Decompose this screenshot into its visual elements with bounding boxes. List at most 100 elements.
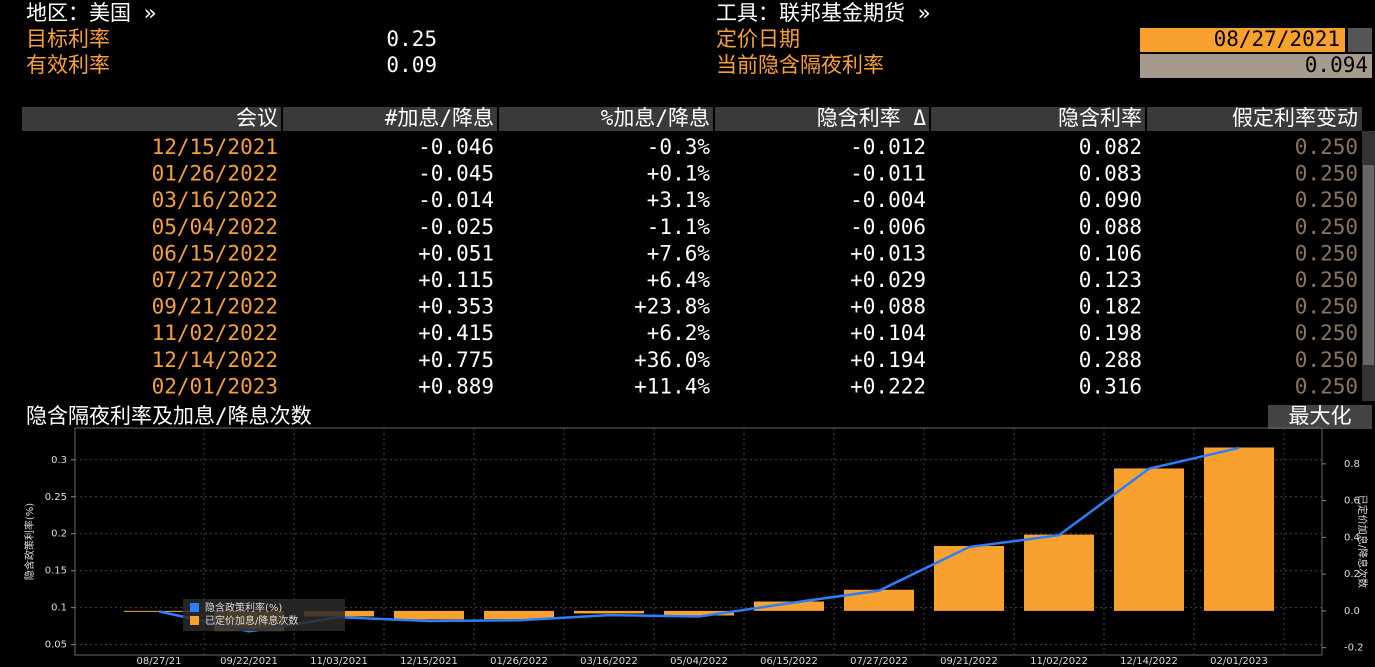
cell: 0.182 [1079,295,1142,319]
cell: -0.025 [418,215,494,239]
cell: +3.1% [647,188,711,212]
legend-box [183,599,345,631]
y2-tick-label: -0.2 [1344,643,1364,654]
cell: 0.250 [1295,188,1358,212]
cell: +0.775 [418,348,494,372]
column-header: 隐含利率 [1058,106,1142,130]
cell: +0.051 [418,241,494,265]
cell: 0.250 [1295,348,1358,372]
x-tick-label: 12/15/2021 [400,656,458,667]
label: 目标利率 [26,27,110,51]
chart-title: 隐含隔夜利率及加息/降息次数 [26,404,312,428]
bar [664,610,734,616]
label: 定价日期 [716,27,800,51]
cell: 0.288 [1079,348,1142,372]
cell: 09/21/2022 [152,295,278,319]
cell: 0.123 [1079,268,1142,292]
cell: +0.222 [850,374,926,398]
cell: +11.4% [634,374,710,398]
y-tick-label: 0.1 [51,603,67,614]
bar [484,610,554,620]
cell: -0.014 [418,188,494,212]
column-header: 隐含利率 Δ [817,106,927,130]
cell: 0.090 [1079,188,1142,212]
cell: +0.104 [850,321,926,345]
region[interactable]: 地区：美国 » [26,1,156,25]
cell: +0.088 [850,295,926,319]
label: 当前隐含隔夜利率 [716,53,884,77]
cell: +0.194 [850,348,926,372]
cell: 0.250 [1295,215,1358,239]
cell: -0.3% [647,135,711,159]
cell: 01/26/2022 [152,162,278,186]
cell: 0.250 [1295,295,1358,319]
y2-tick-label: 0.8 [1344,459,1360,470]
maximize-label[interactable]: 最大化 [1289,404,1352,428]
cell: 0.083 [1079,162,1142,186]
bar [1024,534,1094,611]
cell: 0.088 [1079,215,1142,239]
cell: +0.889 [418,374,494,398]
x-tick-label: 05/04/2022 [670,656,728,667]
cell: 0.250 [1295,135,1358,159]
legend-label: 隐含政策利率(%) [205,601,282,614]
cell: +0.415 [418,321,494,345]
bar [934,546,1004,611]
cell: 0.250 [1295,268,1358,292]
bar [754,601,824,611]
cell: +6.4% [647,268,711,292]
x-tick-label: 03/16/2022 [580,656,638,667]
date-value[interactable]: 08/27/2021 [1214,27,1340,51]
cell: 0.250 [1295,241,1358,265]
x-tick-label: 06/15/2022 [760,656,818,667]
cell: 06/15/2022 [152,241,278,265]
cell: -0.046 [418,135,494,159]
date-field[interactable] [1140,28,1345,52]
cell: +7.6% [647,241,711,265]
cell: +0.013 [850,241,926,265]
scroll-thumb[interactable] [1363,165,1374,365]
y-tick-label: 0.25 [45,492,67,503]
cell: +0.115 [418,268,494,292]
cell: -0.045 [418,162,494,186]
cell: +0.029 [850,268,926,292]
legend-swatch [190,616,199,625]
y2-tick-label: 0.6 [1344,496,1360,507]
calendar-button[interactable] [1348,28,1372,52]
cell: -0.012 [850,135,926,159]
cell: 0.106 [1079,241,1142,265]
y2-tick-label: 0.2 [1344,569,1360,580]
cell: +23.8% [634,295,710,319]
cell: 0.250 [1295,162,1358,186]
cell: 03/16/2022 [152,188,278,212]
cell: -0.006 [850,215,926,239]
bar [1204,447,1274,611]
x-tick-label: 11/03/2021 [310,656,368,667]
cell: 0.082 [1079,135,1142,159]
cell: +36.0% [634,348,710,372]
y2-tick-label: 0.4 [1344,532,1360,543]
y-tick-label: 0.05 [45,640,67,651]
implied-value: 0.094 [1305,53,1368,77]
cell: 02/01/2023 [152,374,278,398]
legend-label: 已定价加息/降息次数 [205,614,298,627]
cell: 12/15/2021 [152,135,278,159]
cell: 05/04/2022 [152,215,278,239]
x-tick-label: 08/27/21 [137,656,182,667]
maximize-button[interactable] [1268,405,1372,429]
cell: 11/02/2022 [152,321,278,345]
cell: 12/14/2022 [152,348,278,372]
column-header: #加息/降息 [385,106,494,130]
cell: +6.2% [647,321,711,345]
table-header-bg [22,107,1362,131]
y2-tick-label: 0.0 [1344,606,1360,617]
label: 有效利率 [26,53,110,77]
instrument[interactable]: 工具：联邦基金期货 » [716,1,930,25]
plot-frame [74,427,1323,656]
x-tick-label: 09/21/2022 [940,656,998,667]
value: 0.25 [386,27,437,51]
x-tick-label: 09/22/2021 [220,656,278,667]
column-header: 假定利率变动 [1232,106,1358,130]
legend-swatch [190,603,199,612]
